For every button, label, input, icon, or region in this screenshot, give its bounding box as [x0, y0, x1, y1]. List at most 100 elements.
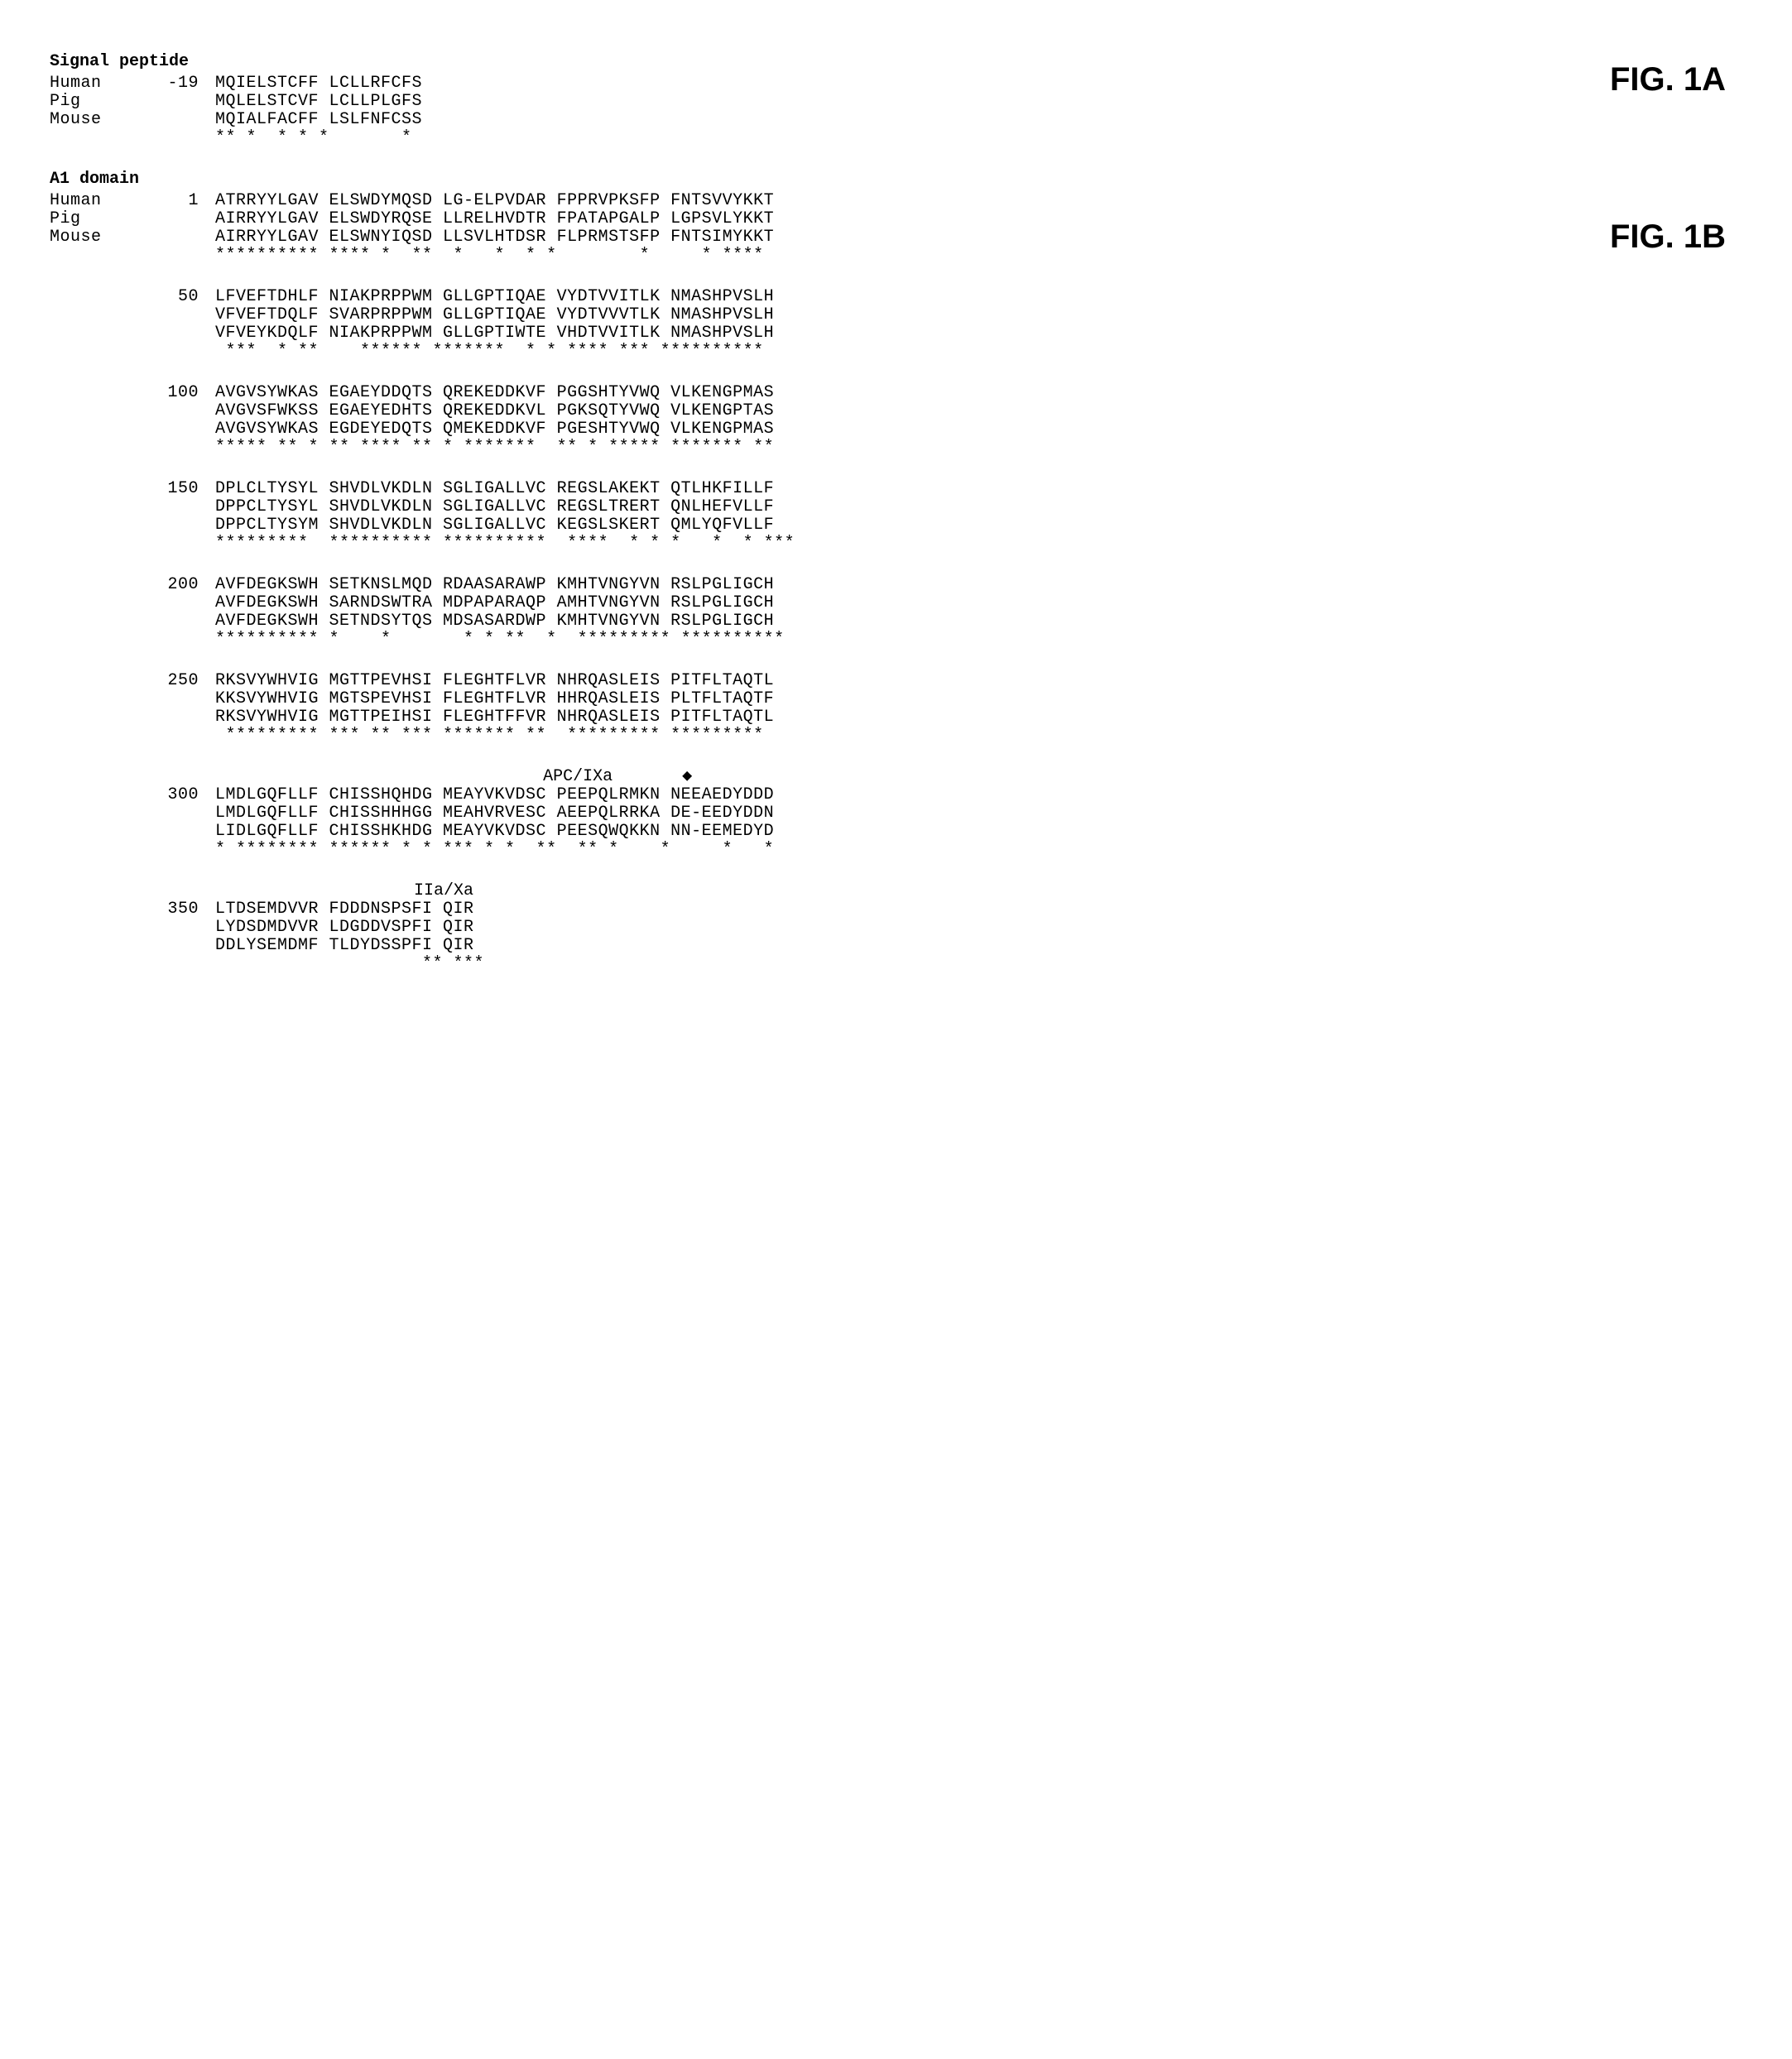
position-label: 350: [149, 900, 199, 919]
alignment-row: LIDLGQFLLF CHISSHKHDG MEAYVKVDSC PEESQWQ…: [50, 823, 1759, 841]
alignment-block: 250 RKSVYWHVIG MGTTPEVHSI FLEGHTFLVR NHRQ…: [50, 672, 1759, 745]
sequence-text: LYDSDMDVVR LDGDDVSPFI QIR: [215, 919, 474, 937]
fig-1a-label: FIG. 1A: [1610, 61, 1726, 98]
sequence-text: DPPCLTYSYL SHVDLVKDLN SGLIGALLVC REGSLTR…: [215, 498, 774, 516]
species-label: Mouse: [50, 228, 149, 247]
sequence-text: RKSVYWHVIG MGTTPEIHSI FLEGHTFFVR NHRQASL…: [215, 708, 774, 727]
sequence-text: AVGVSFWKSS EGAEYEDHTS QREKEDDKVL PGKSQTY…: [215, 402, 774, 420]
alignment-row: VFVEFTDQLF SVARPRPPWM GLLGPTIQAE VYDTVVV…: [50, 306, 1759, 324]
sequence-text: LMDLGQFLLF CHISSHQHDG MEAYVKVDSC PEEPQLR…: [215, 786, 774, 804]
alignment-row: LYDSDMDVVR LDGDDVSPFI QIR: [50, 919, 1759, 937]
alignment-block: IIa/Xa 350 LTDSEMDVVR FDDDNSPSFI QIRLYDSDM…: [50, 882, 1759, 973]
position-label: 250: [149, 672, 199, 690]
position-label: 100: [149, 384, 199, 402]
consensus-row: *** * ** ****** ******* * * **** *** ***…: [50, 343, 1759, 361]
consensus-row: ***** ** * ** **** ** * ******* ** * ***…: [50, 439, 1759, 457]
sequence-text: AIRRYYLGAV ELSWNYIQSD LLSVLHTDSR FLPRMST…: [215, 228, 774, 247]
sequence-text: LIDLGQFLLF CHISSHKHDG MEAYVKVDSC PEESQWQ…: [215, 823, 774, 841]
consensus-text: *** * ** ****** ******* * * **** *** ***…: [215, 343, 764, 361]
alignment-row: Pig AIRRYYLGAV ELSWDYRQSE LLRELHVDTR FPAT…: [50, 210, 1759, 228]
alignment-row: Mouse MQIALFACFF LSLFNFCSS: [50, 111, 1759, 129]
alignment-row: DDLYSEMDMF TLDYDSSPFI QIR: [50, 937, 1759, 955]
figure-wrapper: FIG. 1A FIG. 1B Signal peptide Human-19M…: [50, 53, 1759, 973]
position-label: -19: [149, 74, 199, 93]
sequence-text: LTDSEMDVVR FDDDNSPSFI QIR: [215, 900, 474, 919]
sequence-text: MQLELSTCVF LCLLPLGFS: [215, 93, 422, 111]
sequence-text: AVFDEGKSWH SARNDSWTRA MDPAPARAQP AMHTVNG…: [215, 594, 774, 612]
alignment-row: 250 RKSVYWHVIG MGTTPEVHSI FLEGHTFLVR NHRQ…: [50, 672, 1759, 690]
signal-peptide-title: Signal peptide: [50, 53, 1759, 71]
sequence-text: VFVEYKDQLF NIAKPRPPWM GLLGPTIWTE VHDTVVI…: [215, 324, 774, 343]
consensus-text: ********** **** * ** * * * * * * ****: [215, 247, 764, 265]
sequence-text: LMDLGQFLLF CHISSHHHGG MEAHVRVESC AEEPQLR…: [215, 804, 774, 823]
alignment-row: Pig MQLELSTCVF LCLLPLGFS: [50, 93, 1759, 111]
annotation-row: IIa/Xa: [50, 882, 1759, 900]
alignment-row: 150 DPLCLTYSYL SHVDLVKDLN SGLIGALLVC REGS…: [50, 480, 1759, 498]
consensus-text: ********** * * * * ** * ********* ******…: [215, 631, 785, 649]
annotation-text: APC/IXa ◆: [215, 768, 692, 786]
alignment-row: DPPCLTYSYL SHVDLVKDLN SGLIGALLVC REGSLTR…: [50, 498, 1759, 516]
alignment-row: Human1 ATRRYYLGAV ELSWDYMQSD LG-ELPVDAR F…: [50, 192, 1759, 210]
alignment-row: RKSVYWHVIG MGTTPEIHSI FLEGHTFFVR NHRQASL…: [50, 708, 1759, 727]
sequence-text: DPPCLTYSYM SHVDLVKDLN SGLIGALLVC KEGSLSK…: [215, 516, 774, 535]
consensus-text: ** * * * * *: [215, 129, 412, 147]
alignment-row: LMDLGQFLLF CHISSHHHGG MEAHVRVESC AEEPQLR…: [50, 804, 1759, 823]
sequence-text: AVFDEGKSWH SETNDSYTQS MDSASARDWP KMHTVNG…: [215, 612, 774, 631]
alignment-row: DPPCLTYSYM SHVDLVKDLN SGLIGALLVC KEGSLSK…: [50, 516, 1759, 535]
signal-peptide-block: Human-19 MQIELSTCFF LCLLRFCFS Pig MQLELSTC…: [50, 74, 1759, 147]
consensus-text: ********* *** ** *** ******* ** ********…: [215, 727, 774, 745]
alignment-row: 350 LTDSEMDVVR FDDDNSPSFI QIR: [50, 900, 1759, 919]
alignment-block: APC/IXa ◆ 300 LMDLGQFLLF CHISSHQHDG MEAYVK…: [50, 768, 1759, 859]
sequence-text: AVGVSYWKAS EGDEYEDQTS QMEKEDDKVF PGESHTY…: [215, 420, 774, 439]
alignment-row: AVGVSFWKSS EGAEYEDHTS QREKEDDKVL PGKSQTY…: [50, 402, 1759, 420]
annotation-text: IIa/Xa: [215, 882, 473, 900]
sequence-text: DPLCLTYSYL SHVDLVKDLN SGLIGALLVC REGSLAK…: [215, 480, 774, 498]
consensus-row: ********** **** * ** * * * * * * ****: [50, 247, 1759, 265]
alignment-row: 50 LFVEFTDHLF NIAKPRPPWM GLLGPTIQAE VYDTV…: [50, 288, 1759, 306]
a1-domain-title: A1 domain: [50, 170, 1759, 189]
alignment-row: 300 LMDLGQFLLF CHISSHQHDG MEAYVKVDSC PEEP…: [50, 786, 1759, 804]
position-label: 300: [149, 786, 199, 804]
alignment-row: VFVEYKDQLF NIAKPRPPWM GLLGPTIWTE VHDTVVI…: [50, 324, 1759, 343]
sequence-text: DDLYSEMDMF TLDYDSSPFI QIR: [215, 937, 474, 955]
alignment-block: 50 LFVEFTDHLF NIAKPRPPWM GLLGPTIQAE VYDTV…: [50, 288, 1759, 361]
fig-1b-label: FIG. 1B: [1610, 218, 1726, 255]
alignment-row: AVGVSYWKAS EGDEYEDQTS QMEKEDDKVF PGESHTY…: [50, 420, 1759, 439]
annotation-row: APC/IXa ◆: [50, 768, 1759, 786]
alignment-row: 200 AVFDEGKSWH SETKNSLMQD RDAASARAWP KMHT…: [50, 576, 1759, 594]
a1-domain-blocks: Human1 ATRRYYLGAV ELSWDYMQSD LG-ELPVDAR F…: [50, 192, 1759, 973]
sequence-text: AIRRYYLGAV ELSWDYRQSE LLRELHVDTR FPATAPG…: [215, 210, 774, 228]
consensus-row: ********** * * * * ** * ********* ******…: [50, 631, 1759, 649]
sequence-text: AVGVSYWKAS EGAEYDDQTS QREKEDDKVF PGGSHTY…: [215, 384, 774, 402]
alignment-row: 100 AVGVSYWKAS EGAEYDDQTS QREKEDDKVF PGGS…: [50, 384, 1759, 402]
position-label: 150: [149, 480, 199, 498]
species-label: Pig: [50, 93, 149, 111]
alignment-block: Human1 ATRRYYLGAV ELSWDYMQSD LG-ELPVDAR F…: [50, 192, 1759, 265]
species-label: Human: [50, 192, 149, 210]
alignment-row: Human-19 MQIELSTCFF LCLLRFCFS: [50, 74, 1759, 93]
sequence-text: LFVEFTDHLF NIAKPRPPWM GLLGPTIQAE VYDTVVI…: [215, 288, 774, 306]
species-label: Human: [50, 74, 149, 93]
species-label: Pig: [50, 210, 149, 228]
consensus-row: ** * * * * *: [50, 129, 1759, 147]
position-label: 50: [149, 288, 199, 306]
consensus-text: ** ***: [215, 955, 484, 973]
sequence-text: MQIALFACFF LSLFNFCSS: [215, 111, 422, 129]
sequence-text: AVFDEGKSWH SETKNSLMQD RDAASARAWP KMHTVNG…: [215, 576, 774, 594]
position-label: 200: [149, 576, 199, 594]
consensus-text: * ******** ****** * * *** * * ** ** * * …: [215, 841, 795, 859]
sequence-text: RKSVYWHVIG MGTTPEVHSI FLEGHTFLVR NHRQASL…: [215, 672, 774, 690]
alignment-row: AVFDEGKSWH SETNDSYTQS MDSASARDWP KMHTVNG…: [50, 612, 1759, 631]
alignment-block: 200 AVFDEGKSWH SETKNSLMQD RDAASARAWP KMHT…: [50, 576, 1759, 649]
species-label: Mouse: [50, 111, 149, 129]
sequence-text: KKSVYWHVIG MGTSPEVHSI FLEGHTFLVR HHRQASL…: [215, 690, 774, 708]
consensus-text: ***** ** * ** **** ** * ******* ** * ***…: [215, 439, 774, 457]
position-label: 1: [149, 192, 199, 210]
consensus-row: ** ***: [50, 955, 1759, 973]
alignment-block: 100 AVGVSYWKAS EGAEYDDQTS QREKEDDKVF PGGS…: [50, 384, 1759, 457]
sequence-text: VFVEFTDQLF SVARPRPPWM GLLGPTIQAE VYDTVVV…: [215, 306, 774, 324]
alignment-block: 150 DPLCLTYSYL SHVDLVKDLN SGLIGALLVC REGS…: [50, 480, 1759, 553]
sequence-text: ATRRYYLGAV ELSWDYMQSD LG-ELPVDAR FPPRVPK…: [215, 192, 774, 210]
sequence-text: MQIELSTCFF LCLLRFCFS: [215, 74, 422, 93]
consensus-text: ********* ********** ********** **** * *…: [215, 535, 795, 553]
